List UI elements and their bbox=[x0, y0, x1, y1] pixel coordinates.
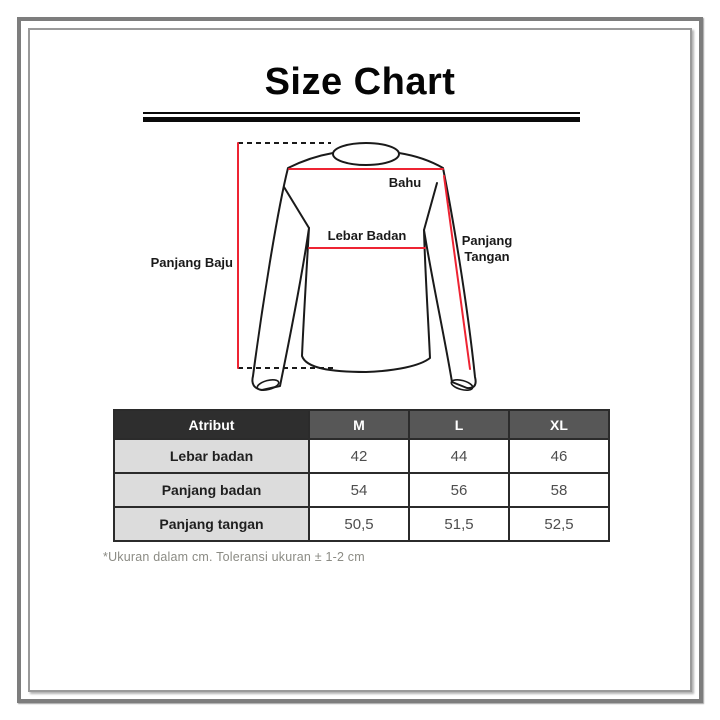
lebar-badan-label: Lebar Badan bbox=[327, 228, 407, 243]
row-label: Panjang tangan bbox=[113, 506, 310, 542]
inner-frame bbox=[28, 28, 692, 692]
table-row: Panjang tangan 50,5 51,5 52,5 bbox=[113, 506, 610, 542]
table-header-size-l: L bbox=[408, 409, 510, 440]
value-cell: 51,5 bbox=[408, 506, 510, 542]
value-cell: 56 bbox=[408, 472, 510, 508]
panjang-tangan-label: Panjang Tangan bbox=[461, 233, 513, 264]
value-cell: 42 bbox=[308, 438, 410, 474]
value-cell: 46 bbox=[508, 438, 610, 474]
value-cell: 54 bbox=[308, 472, 410, 508]
bahu-label: Bahu bbox=[388, 175, 422, 190]
value-cell: 44 bbox=[408, 438, 510, 474]
value-cell: 50,5 bbox=[308, 506, 410, 542]
panjang-baju-label: Panjang Baju bbox=[150, 255, 233, 270]
table-header-size-m: M bbox=[308, 409, 410, 440]
title-divider bbox=[143, 112, 580, 122]
title-divider-thick-line bbox=[143, 117, 580, 122]
value-cell: 52,5 bbox=[508, 506, 610, 542]
table-row: Lebar badan 42 44 46 bbox=[113, 438, 610, 474]
table-row: Panjang badan 54 56 58 bbox=[113, 472, 610, 508]
left-cuff-ellipse bbox=[256, 379, 280, 391]
size-footnote: *Ukuran dalam cm. Toleransi ukuran ± 1-2… bbox=[103, 550, 365, 564]
row-label: Panjang badan bbox=[113, 472, 310, 508]
size-table: Atribut M L XL Lebar badan 42 44 46 Panj… bbox=[113, 409, 610, 542]
collar-ellipse bbox=[332, 142, 400, 166]
panjang-tangan-measure-line bbox=[443, 175, 471, 370]
page-title: Size Chart bbox=[264, 61, 456, 103]
right-sleeve-seam bbox=[423, 182, 438, 231]
table-header-size-xl: XL bbox=[508, 409, 610, 440]
table-header-atribut: Atribut bbox=[113, 409, 310, 440]
value-cell: 58 bbox=[508, 472, 610, 508]
table-header-row: Atribut M L XL bbox=[113, 409, 610, 440]
right-cuff-ellipse bbox=[450, 379, 474, 391]
row-label: Lebar badan bbox=[113, 438, 310, 474]
left-sleeve-seam bbox=[283, 186, 310, 229]
outer-frame bbox=[17, 17, 703, 703]
title-divider-thin-line bbox=[143, 112, 580, 114]
